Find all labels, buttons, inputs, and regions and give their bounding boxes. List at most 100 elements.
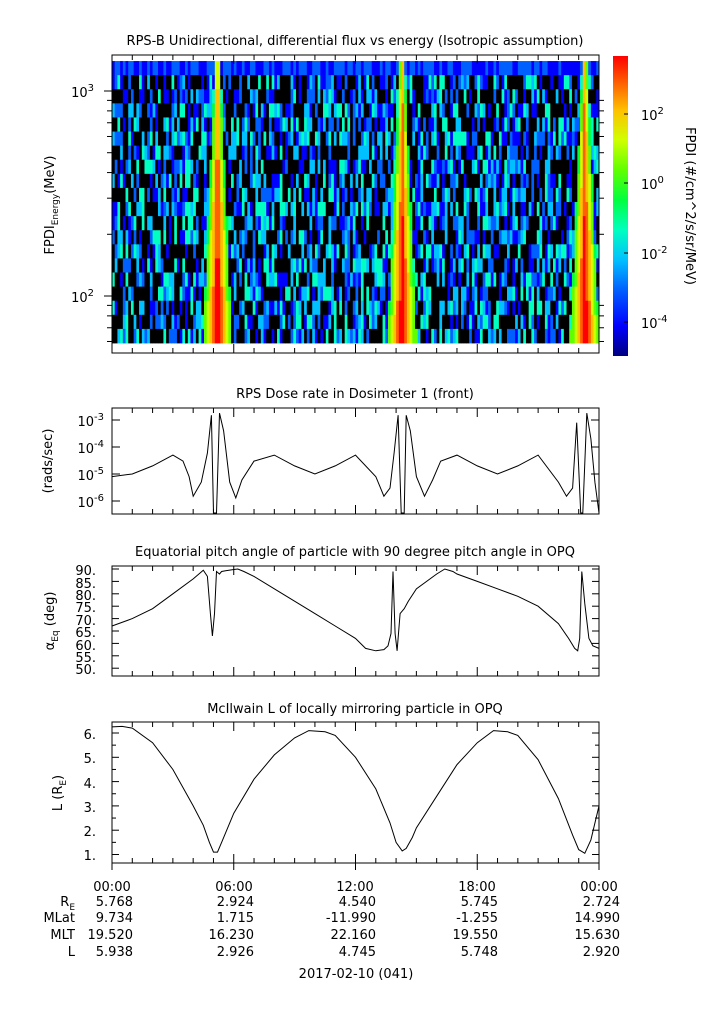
spectrogram-cell — [347, 173, 351, 189]
spectrogram-cell — [147, 103, 151, 118]
spectrogram-cell — [336, 230, 340, 245]
spectrogram-cell — [488, 328, 492, 344]
spectrogram-cell — [241, 272, 245, 288]
spectrogram-cell — [358, 328, 362, 344]
spectrogram-cell — [485, 258, 489, 273]
spectrogram-cell — [339, 89, 343, 104]
spectrogram-cell — [209, 131, 213, 147]
spectrogram-cell — [182, 173, 186, 189]
spectrogram-cell — [488, 159, 492, 175]
spectrogram-cell — [339, 272, 343, 288]
spectrogram-cell — [247, 314, 251, 330]
spectrogram-cell — [498, 173, 502, 189]
spectrogram-cell — [241, 61, 245, 76]
spectrogram-cell — [412, 117, 416, 132]
spectrogram-cell — [163, 103, 167, 118]
spectrogram-cell — [274, 75, 278, 90]
spectrogram-cell — [390, 272, 394, 288]
lshell-ytick-label: 2. — [84, 825, 96, 840]
spectrogram-cell — [563, 244, 567, 259]
spectrogram-cell — [152, 145, 156, 161]
spectrogram-cell — [555, 75, 559, 90]
spectrogram-cell — [263, 258, 267, 273]
spectrogram-cell — [444, 328, 448, 344]
spectrogram-cell — [190, 258, 194, 273]
spectrogram-cell — [507, 202, 511, 217]
spectrogram-cell — [561, 103, 565, 118]
spectrogram-cell — [239, 131, 243, 147]
spectrogram-cell — [442, 187, 446, 203]
spectrogram-cell — [409, 244, 413, 259]
spectrogram-cell — [290, 117, 294, 132]
spectrogram-cell — [488, 300, 492, 316]
spectrogram-cell — [239, 230, 243, 245]
spectrogram-cell — [520, 117, 524, 132]
spectrogram-cell — [512, 244, 516, 259]
spectrogram-cell — [406, 244, 411, 259]
spectrogram-cell — [466, 286, 470, 302]
spectrogram-cell — [569, 61, 573, 76]
spectrogram-cell — [293, 131, 297, 147]
spectrogram-cell — [396, 258, 400, 273]
spectrogram-cell — [396, 89, 400, 104]
spectrogram-cell — [260, 328, 264, 344]
spectrogram-cell — [458, 286, 462, 302]
spectrogram-cell — [542, 230, 546, 245]
spectrogram-cell — [585, 258, 589, 273]
spectrogram-cell — [477, 258, 481, 273]
spectrogram-cell — [249, 75, 254, 90]
spectrogram-cell — [382, 286, 386, 302]
spectrogram-cell — [382, 159, 386, 175]
spectrogram-cell — [420, 75, 424, 90]
spectrogram-cell — [444, 159, 448, 175]
spectrogram-cell — [452, 145, 457, 161]
spectrogram-cell — [490, 202, 494, 217]
spectrogram-cell — [436, 159, 440, 175]
spectrogram-cell — [149, 117, 153, 132]
spectrogram-cell — [174, 75, 178, 90]
spectrogram-cell — [528, 258, 532, 273]
pitch-frame — [111, 565, 600, 677]
spectrogram-cell — [385, 230, 389, 245]
spectrogram-cell — [331, 230, 335, 245]
spectrogram-cell — [112, 173, 116, 189]
spectrogram-cell — [209, 173, 213, 189]
spectrogram-cell — [171, 131, 175, 147]
spectrogram-cell — [258, 272, 262, 288]
spectrogram-cell — [163, 286, 167, 302]
spectrogram-cell — [593, 286, 597, 302]
spectrogram-cell — [225, 230, 229, 245]
spectrogram-cell — [152, 230, 156, 245]
spectrogram-cell — [139, 103, 143, 118]
spectrogram-cell — [212, 328, 216, 344]
spectrogram-cell — [279, 103, 283, 118]
spectrogram-cell — [147, 117, 151, 132]
spectrogram-cell — [298, 173, 302, 189]
lshell-ytick-label: 4. — [84, 777, 96, 792]
spectrogram-cell — [593, 216, 597, 231]
spectrogram-cell — [331, 61, 335, 76]
spectrogram-cell — [141, 159, 145, 175]
spectrogram-cell — [155, 117, 159, 132]
spectrogram-cell — [566, 159, 570, 175]
spectrogram-cell — [577, 89, 581, 104]
spectrogram-cell — [547, 314, 551, 330]
spectrogram-cell — [374, 103, 378, 118]
spectrogram-cell — [596, 187, 600, 203]
spectrogram-cell — [174, 328, 178, 344]
spectrogram-cell — [501, 89, 505, 104]
spectrogram-cell — [431, 75, 435, 90]
spectrogram-cell — [401, 159, 405, 175]
spectrogram-cell — [525, 202, 530, 217]
spectrogram-cell — [160, 173, 164, 189]
spectrogram-cell — [298, 145, 302, 161]
spectrogram-cell — [185, 117, 189, 132]
spectrogram-cell — [433, 202, 438, 217]
spectrogram-cell — [312, 187, 316, 203]
spectrogram-cell — [328, 61, 332, 76]
spectrogram-cell — [501, 187, 505, 203]
spectrogram-cell — [187, 258, 191, 273]
spectrogram-cell — [309, 328, 313, 344]
spectrogram-cell — [461, 89, 465, 104]
spectrogram-cell — [203, 314, 208, 330]
